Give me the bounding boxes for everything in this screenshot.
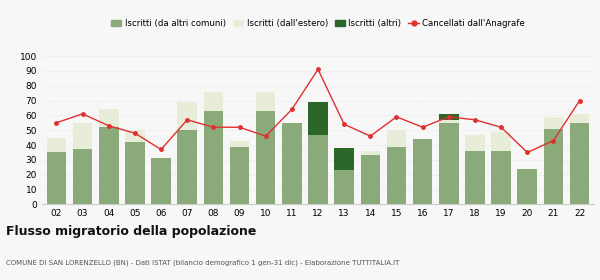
Bar <box>491 151 511 204</box>
Bar <box>544 129 563 204</box>
Bar <box>47 138 66 152</box>
Bar <box>282 123 302 204</box>
Bar <box>334 170 354 204</box>
Bar <box>203 92 223 111</box>
Bar <box>413 139 433 204</box>
Bar <box>439 123 458 204</box>
Bar <box>125 130 145 142</box>
Bar <box>256 92 275 111</box>
Bar <box>544 117 563 129</box>
Bar <box>178 102 197 130</box>
Bar <box>570 123 589 204</box>
Text: Flusso migratorio della popolazione: Flusso migratorio della popolazione <box>6 225 256 238</box>
Bar <box>230 141 250 146</box>
Bar <box>386 130 406 146</box>
Bar <box>334 148 354 170</box>
Bar <box>465 135 485 151</box>
Text: COMUNE DI SAN LORENZELLO (BN) - Dati ISTAT (bilancio demografico 1 gen-31 dic) -: COMUNE DI SAN LORENZELLO (BN) - Dati IST… <box>6 259 400 265</box>
Bar <box>308 102 328 135</box>
Bar <box>256 111 275 204</box>
Bar <box>465 151 485 204</box>
Bar <box>125 142 145 204</box>
Bar <box>178 130 197 204</box>
Bar <box>230 146 250 204</box>
Bar <box>386 146 406 204</box>
Legend: Iscritti (da altri comuni), Iscritti (dall'estero), Iscritti (altri), Cancellati: Iscritti (da altri comuni), Iscritti (da… <box>107 16 529 32</box>
Bar <box>517 169 537 204</box>
Bar <box>491 132 511 151</box>
Bar <box>47 152 66 204</box>
Bar <box>361 155 380 204</box>
Bar <box>308 135 328 204</box>
Bar <box>439 114 458 120</box>
Bar <box>73 123 92 150</box>
Bar <box>151 158 171 204</box>
Bar <box>99 109 119 127</box>
Bar <box>73 150 92 204</box>
Bar <box>361 151 380 155</box>
Bar <box>439 120 458 123</box>
Bar <box>570 114 589 123</box>
Bar <box>203 111 223 204</box>
Bar <box>99 127 119 204</box>
